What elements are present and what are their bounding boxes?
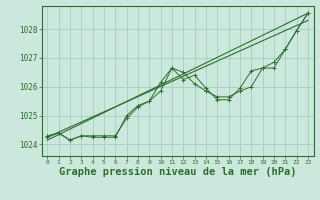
X-axis label: Graphe pression niveau de la mer (hPa): Graphe pression niveau de la mer (hPa) (59, 167, 296, 177)
